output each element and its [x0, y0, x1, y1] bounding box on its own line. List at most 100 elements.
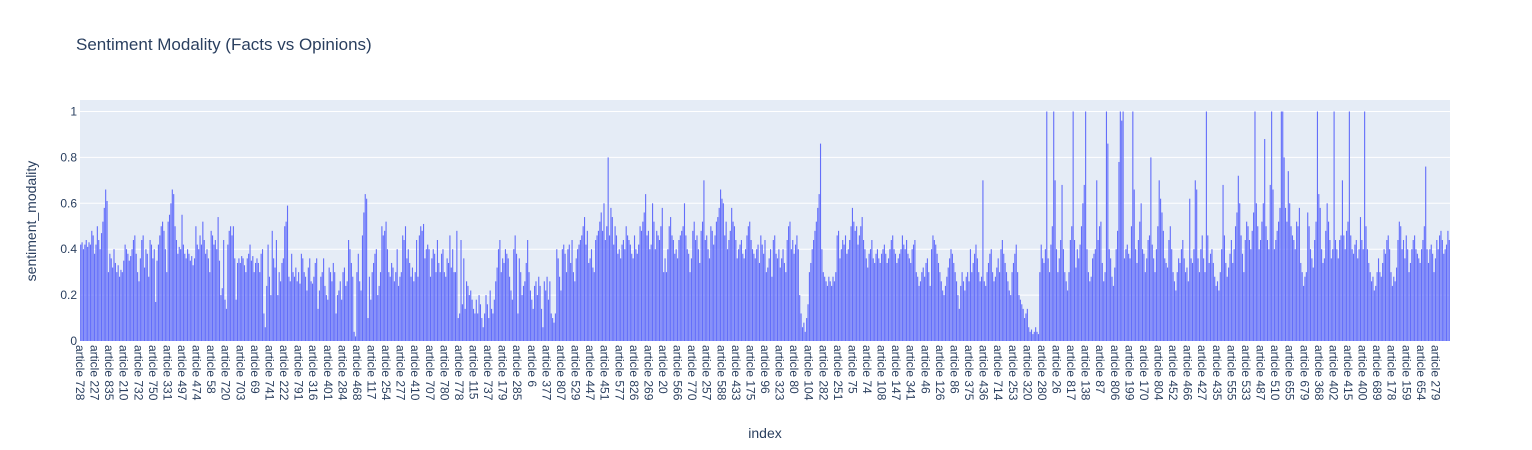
bar	[313, 276, 315, 341]
bar	[838, 230, 840, 341]
bar	[1412, 240, 1414, 341]
bar	[1090, 276, 1092, 341]
bar	[268, 276, 271, 341]
bar	[678, 240, 680, 341]
bar	[1154, 272, 1156, 341]
bar	[1233, 249, 1235, 341]
bar	[1401, 249, 1403, 341]
bar	[309, 258, 311, 341]
y-tick-label: 0	[70, 334, 77, 348]
bar	[1025, 313, 1027, 341]
bar	[1068, 272, 1070, 341]
bar	[1092, 258, 1094, 341]
x-tick-label: article 741	[262, 345, 276, 401]
bar	[1414, 235, 1416, 341]
bar	[513, 249, 515, 341]
bar	[1448, 240, 1450, 341]
bar	[1005, 272, 1008, 341]
bar	[367, 318, 369, 341]
bar	[507, 258, 509, 341]
bar	[335, 313, 337, 341]
bar	[288, 276, 290, 341]
bar	[352, 276, 354, 341]
bar	[1179, 262, 1181, 341]
bar	[263, 313, 265, 341]
bar	[479, 304, 482, 341]
y-tick-label: 1	[70, 104, 77, 118]
x-tick-label: article 257	[700, 345, 714, 401]
bar	[707, 249, 709, 341]
bar	[463, 258, 465, 341]
bar	[1012, 262, 1015, 341]
bar	[1361, 240, 1363, 341]
bar	[217, 217, 219, 341]
bar	[997, 258, 999, 341]
bar	[359, 281, 361, 341]
bar	[524, 281, 526, 341]
bar	[471, 299, 473, 341]
x-tick-label: article 253	[1006, 345, 1020, 401]
bar	[979, 281, 981, 341]
bar	[289, 281, 291, 341]
bar	[398, 285, 400, 341]
bar	[806, 318, 808, 341]
bar	[1240, 235, 1242, 341]
bar	[725, 221, 727, 341]
bar	[1135, 249, 1137, 341]
x-tick-label: article 331	[160, 345, 174, 401]
bar	[992, 272, 994, 341]
bar	[559, 276, 561, 341]
bar	[1228, 267, 1230, 341]
bar	[1418, 258, 1420, 341]
bar	[1010, 295, 1012, 341]
bar	[1114, 267, 1116, 341]
bar	[264, 327, 266, 341]
bar	[720, 189, 722, 341]
bar	[1409, 262, 1411, 341]
bar	[874, 262, 876, 341]
bar	[1447, 230, 1449, 341]
bar	[1311, 258, 1313, 341]
bar	[828, 276, 830, 341]
bar	[620, 258, 622, 341]
bar	[1272, 189, 1274, 341]
bar	[692, 230, 694, 341]
bar	[849, 240, 851, 341]
bar	[654, 249, 656, 341]
bar	[159, 235, 161, 341]
bar	[411, 267, 413, 341]
bar	[1115, 249, 1117, 341]
bar	[107, 272, 110, 341]
x-tick-label: article 451	[598, 345, 612, 401]
bar	[1247, 226, 1249, 341]
bar	[1397, 240, 1399, 341]
bar	[1271, 111, 1273, 341]
bar	[1315, 221, 1317, 341]
bar	[425, 249, 427, 341]
bar	[321, 272, 323, 341]
bar	[477, 313, 479, 341]
bar	[484, 313, 486, 341]
bar	[1230, 240, 1232, 341]
bar	[1364, 111, 1366, 341]
bar	[346, 281, 348, 341]
bar	[1387, 235, 1389, 341]
bar	[119, 276, 121, 341]
bar	[765, 272, 767, 341]
bar	[293, 276, 296, 341]
bar	[1133, 189, 1135, 341]
bar	[441, 253, 443, 341]
bar	[1254, 111, 1256, 341]
bar	[813, 240, 815, 341]
bar	[1212, 262, 1214, 341]
x-tick-label: article 400	[1356, 345, 1370, 401]
bar	[332, 262, 334, 341]
x-tick-label: article 679	[1297, 345, 1311, 401]
bar	[298, 272, 300, 341]
bar	[227, 244, 229, 341]
bar	[238, 258, 240, 341]
bar	[610, 207, 612, 341]
bar	[943, 295, 945, 341]
bar	[1001, 240, 1003, 341]
bar	[1043, 262, 1045, 341]
